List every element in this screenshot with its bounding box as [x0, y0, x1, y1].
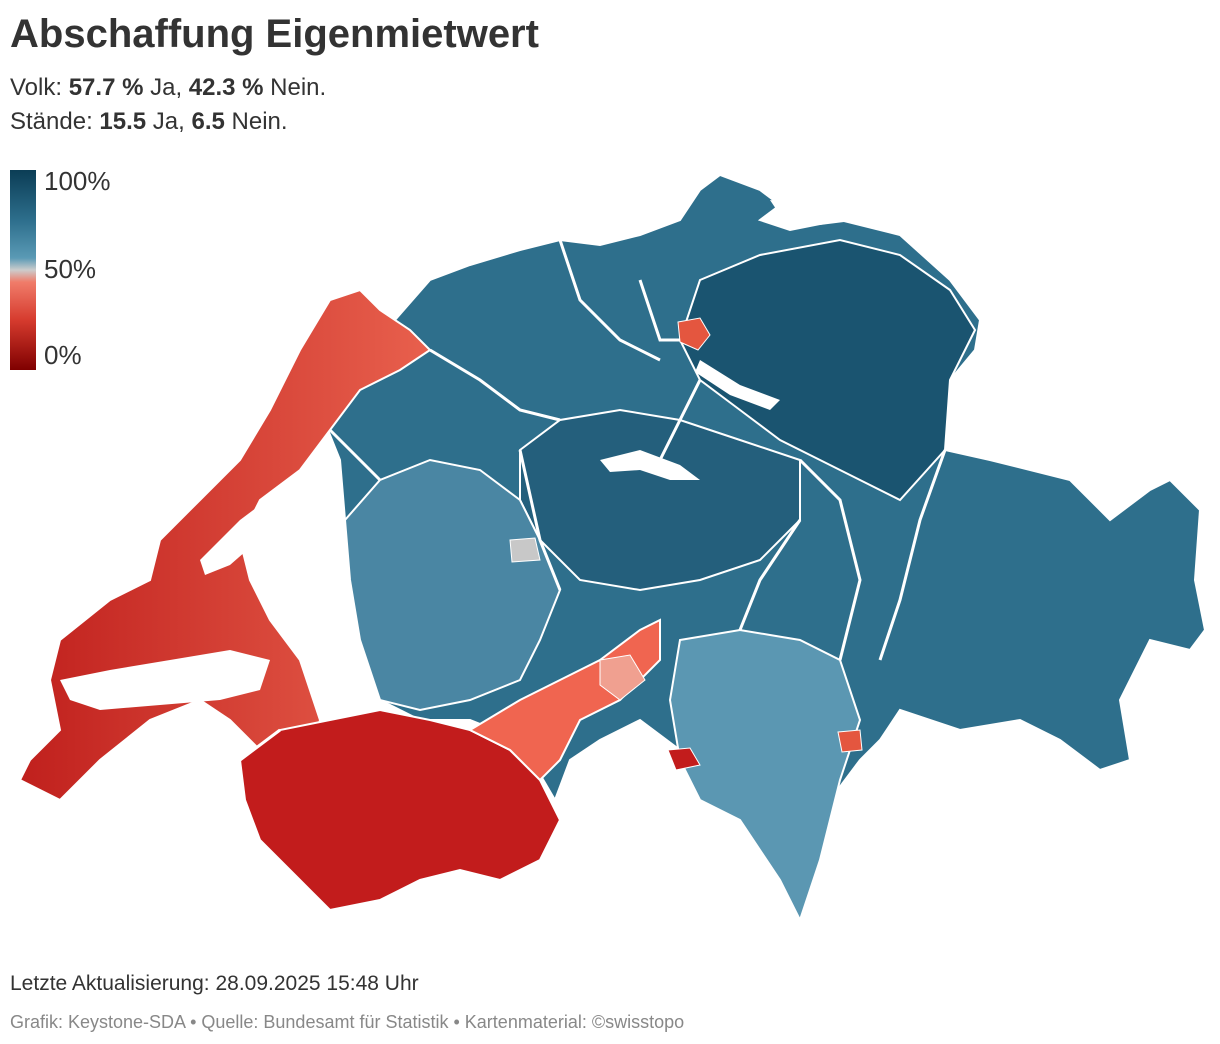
- staende-ja-word: Ja,: [146, 108, 192, 135]
- volk-label: Volk:: [10, 74, 69, 101]
- region-eastern-switzerland[interactable]: [678, 238, 977, 502]
- municipality-red-southwest: [667, 747, 701, 771]
- staende-label: Stände:: [10, 108, 100, 135]
- map-title: Abschaffung Eigenmietwert: [10, 12, 539, 56]
- municipality-grey: [509, 537, 541, 563]
- lake-zurich: [695, 360, 780, 410]
- region-valais[interactable]: [238, 708, 562, 912]
- legend-mid-label: 50%: [44, 254, 97, 284]
- municipality-light-red: [599, 654, 646, 701]
- lake-lucerne: [600, 450, 700, 480]
- staende-ja-value: 15.5: [99, 108, 147, 135]
- color-scale-legend: [10, 170, 36, 370]
- volk-result: Volk: 57.7 % Ja, 42.3 % Nein.: [10, 74, 326, 102]
- lake-geneva: [60, 650, 270, 710]
- municipality-red-ticino: [837, 729, 863, 753]
- volk-ja-value: 57.7 %: [68, 74, 144, 101]
- switzerland-choropleth-map[interactable]: [0, 160, 1220, 940]
- volk-ja-word: Ja,: [143, 74, 189, 101]
- region-central-switzerland[interactable]: [519, 408, 801, 592]
- staende-result: Stände: 15.5 Ja, 6.5 Nein.: [10, 108, 288, 136]
- region-ticino[interactable]: [668, 628, 862, 923]
- staende-nein-word: Nein.: [224, 108, 288, 135]
- volk-nein-value: 42.3 %: [188, 74, 264, 101]
- last-updated-text: Letzte Aktualisierung: 28.09.2025 15:48 …: [10, 972, 419, 995]
- source-credits: Grafik: Keystone-SDA • Quelle: Bundesamt…: [10, 1012, 685, 1032]
- volk-nein-word: Nein.: [263, 74, 327, 101]
- region-berne[interactable]: [343, 458, 562, 712]
- legend-min-label: 0%: [44, 340, 82, 370]
- legend-max-label: 100%: [44, 166, 111, 196]
- staende-nein-value: 6.5: [191, 108, 225, 135]
- lake-neuchatel: [200, 490, 300, 575]
- canton-borders: [239, 239, 947, 762]
- lake-constance: [770, 200, 860, 225]
- municipality-red-north: [677, 317, 711, 351]
